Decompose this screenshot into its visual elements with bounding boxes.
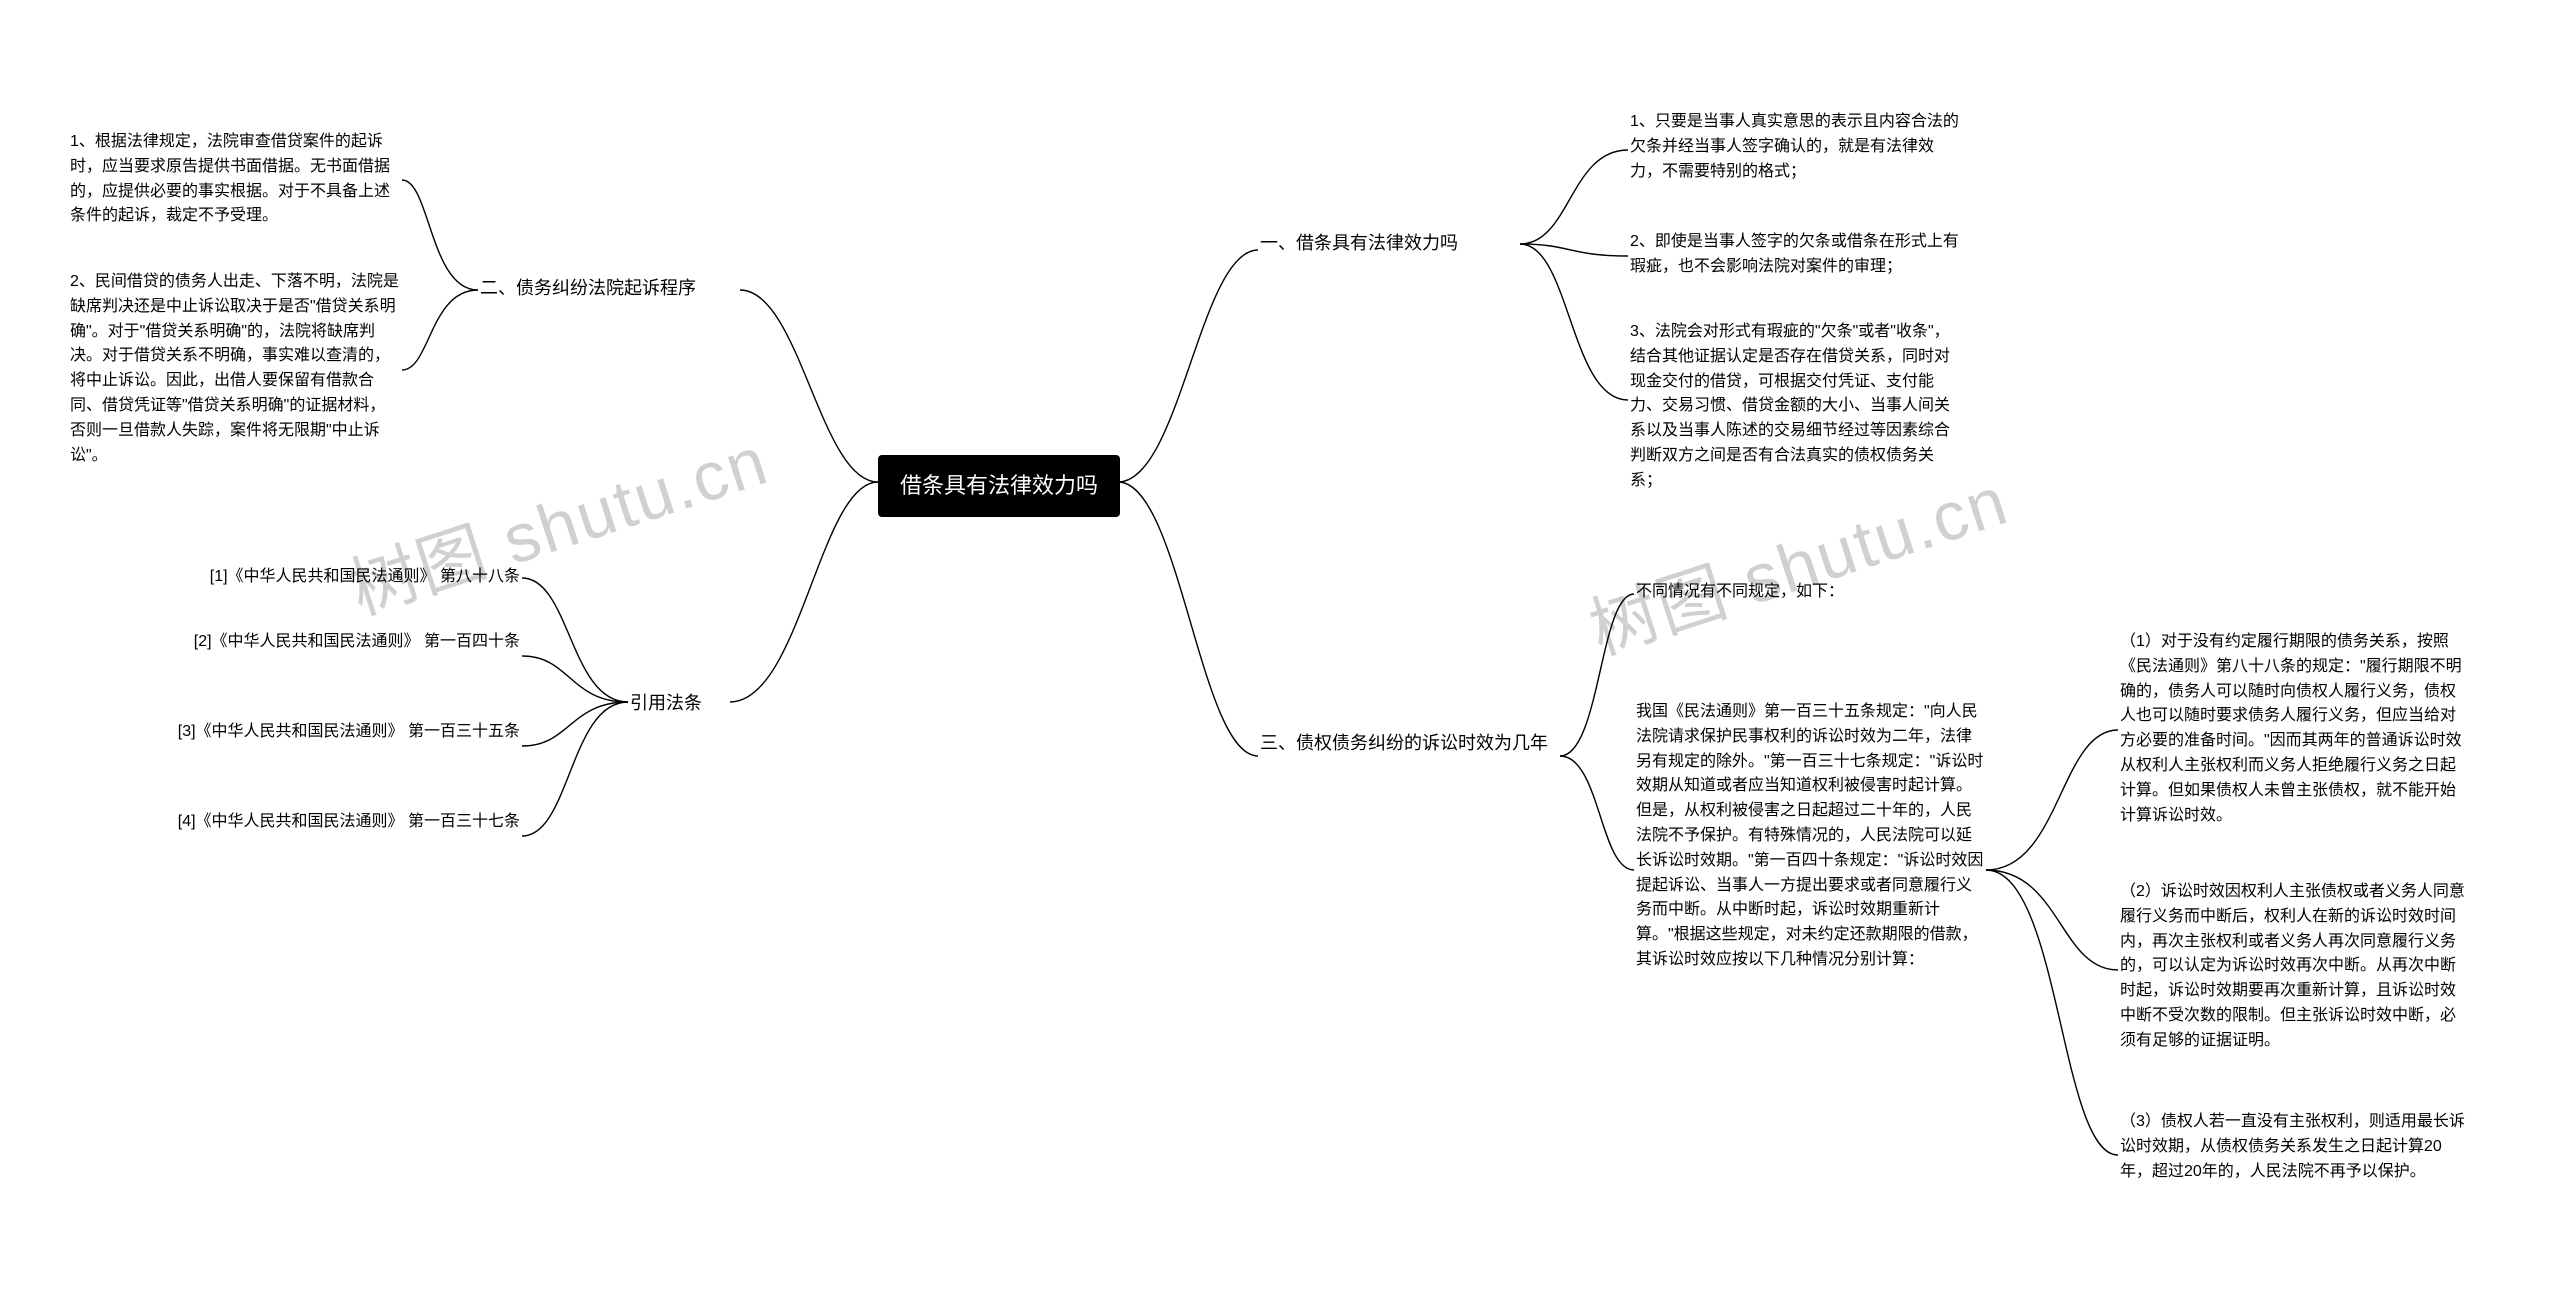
leaf-r2b: 我国《民法通则》第一百三十五条规定："向人民法院请求保护民事权利的诉讼时效为二年… [1636, 700, 1986, 973]
leaf-l2d: [4]《中华人民共和国民法通则》 第一百三十七条 [170, 810, 520, 835]
leaf-r2b1: （1）对于没有约定履行期限的债务关系，按照《民法通则》第八十八条的规定："履行期… [2120, 630, 2470, 828]
branch-r1: 一、借条具有法律效力吗 [1260, 230, 1520, 258]
branch-l1: 二、债务纠纷法院起诉程序 [480, 275, 740, 303]
root-node: 借条具有法律效力吗 [878, 455, 1120, 517]
watermark: 树图 shutu.cn [335, 405, 778, 633]
mindmap-canvas: 树图 shutu.cn 树图 shutu.cn [0, 0, 2560, 1309]
leaf-r2b2: （2）诉讼时效因权利人主张债权或者义务人同意履行义务而中断后，权利人在新的诉讼时… [2120, 880, 2470, 1054]
leaf-r1c: 3、法院会对形式有瑕疵的"欠条"或者"收条"，结合其他证据认定是否存在借贷关系，… [1630, 320, 1960, 494]
leaf-l2a: [1]《中华人民共和国民法通则》 第八十八条 [170, 565, 520, 590]
branch-l2: 引用法条 [630, 690, 730, 718]
leaf-l2b: [2]《中华人民共和国民法通则》 第一百四十条 [170, 630, 520, 655]
leaf-r1b: 2、即使是当事人签字的欠条或借条在形式上有瑕疵，也不会影响法院对案件的审理； [1630, 230, 1960, 280]
leaf-r2b3: （3）债权人若一直没有主张权利，则适用最长诉讼时效期，从债权债务关系发生之日起计… [2120, 1110, 2470, 1184]
leaf-l2c: [3]《中华人民共和国民法通则》 第一百三十五条 [170, 720, 520, 745]
branch-r2: 三、债权债务纠纷的诉讼时效为几年 [1260, 730, 1560, 758]
leaf-r1a: 1、只要是当事人真实意思的表示且内容合法的欠条并经当事人签字确认的，就是有法律效… [1630, 110, 1960, 184]
leaf-l1b: 2、民间借贷的债务人出走、下落不明，法院是缺席判决还是中止诉讼取决于是否"借贷关… [70, 270, 400, 468]
leaf-l1a: 1、根据法律规定，法院审查借贷案件的起诉时，应当要求原告提供书面借据。无书面借据… [70, 130, 400, 229]
leaf-r2a: 不同情况有不同规定，如下： [1636, 580, 1966, 605]
